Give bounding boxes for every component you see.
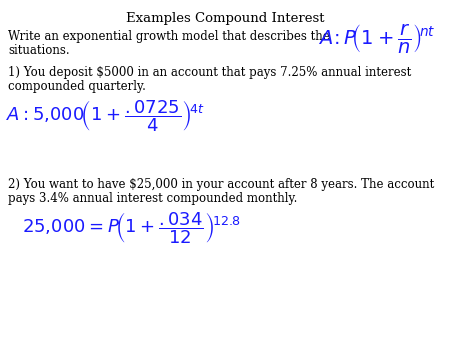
- Text: compounded quarterly.: compounded quarterly.: [8, 80, 146, 93]
- Text: pays 3.4% annual interest compounded monthly.: pays 3.4% annual interest compounded mon…: [8, 192, 297, 205]
- Text: Write an exponential growth model that describes the: Write an exponential growth model that d…: [8, 30, 330, 43]
- Text: $A\!: P\!\left(1+\dfrac{r}{n}\right)^{\!nt}$: $A\!: P\!\left(1+\dfrac{r}{n}\right)^{\!…: [318, 22, 436, 55]
- Text: 2) You want to have $25,000 in your account after 8 years. The account: 2) You want to have $25,000 in your acco…: [8, 178, 434, 191]
- Text: $A : 5{,}000\!\left(1+\dfrac{.0725}{4}\right)^{\!4t}$: $A : 5{,}000\!\left(1+\dfrac{.0725}{4}\r…: [6, 98, 205, 134]
- Text: 1) You deposit $5000 in an account that pays 7.25% annual interest: 1) You deposit $5000 in an account that …: [8, 66, 411, 79]
- Text: situations.: situations.: [8, 44, 70, 57]
- Text: $25{,}000 = P\!\left(1+\dfrac{.034}{12}\right)^{\!12.8}$: $25{,}000 = P\!\left(1+\dfrac{.034}{12}\…: [22, 210, 241, 246]
- Text: Examples Compound Interest: Examples Compound Interest: [126, 12, 324, 25]
